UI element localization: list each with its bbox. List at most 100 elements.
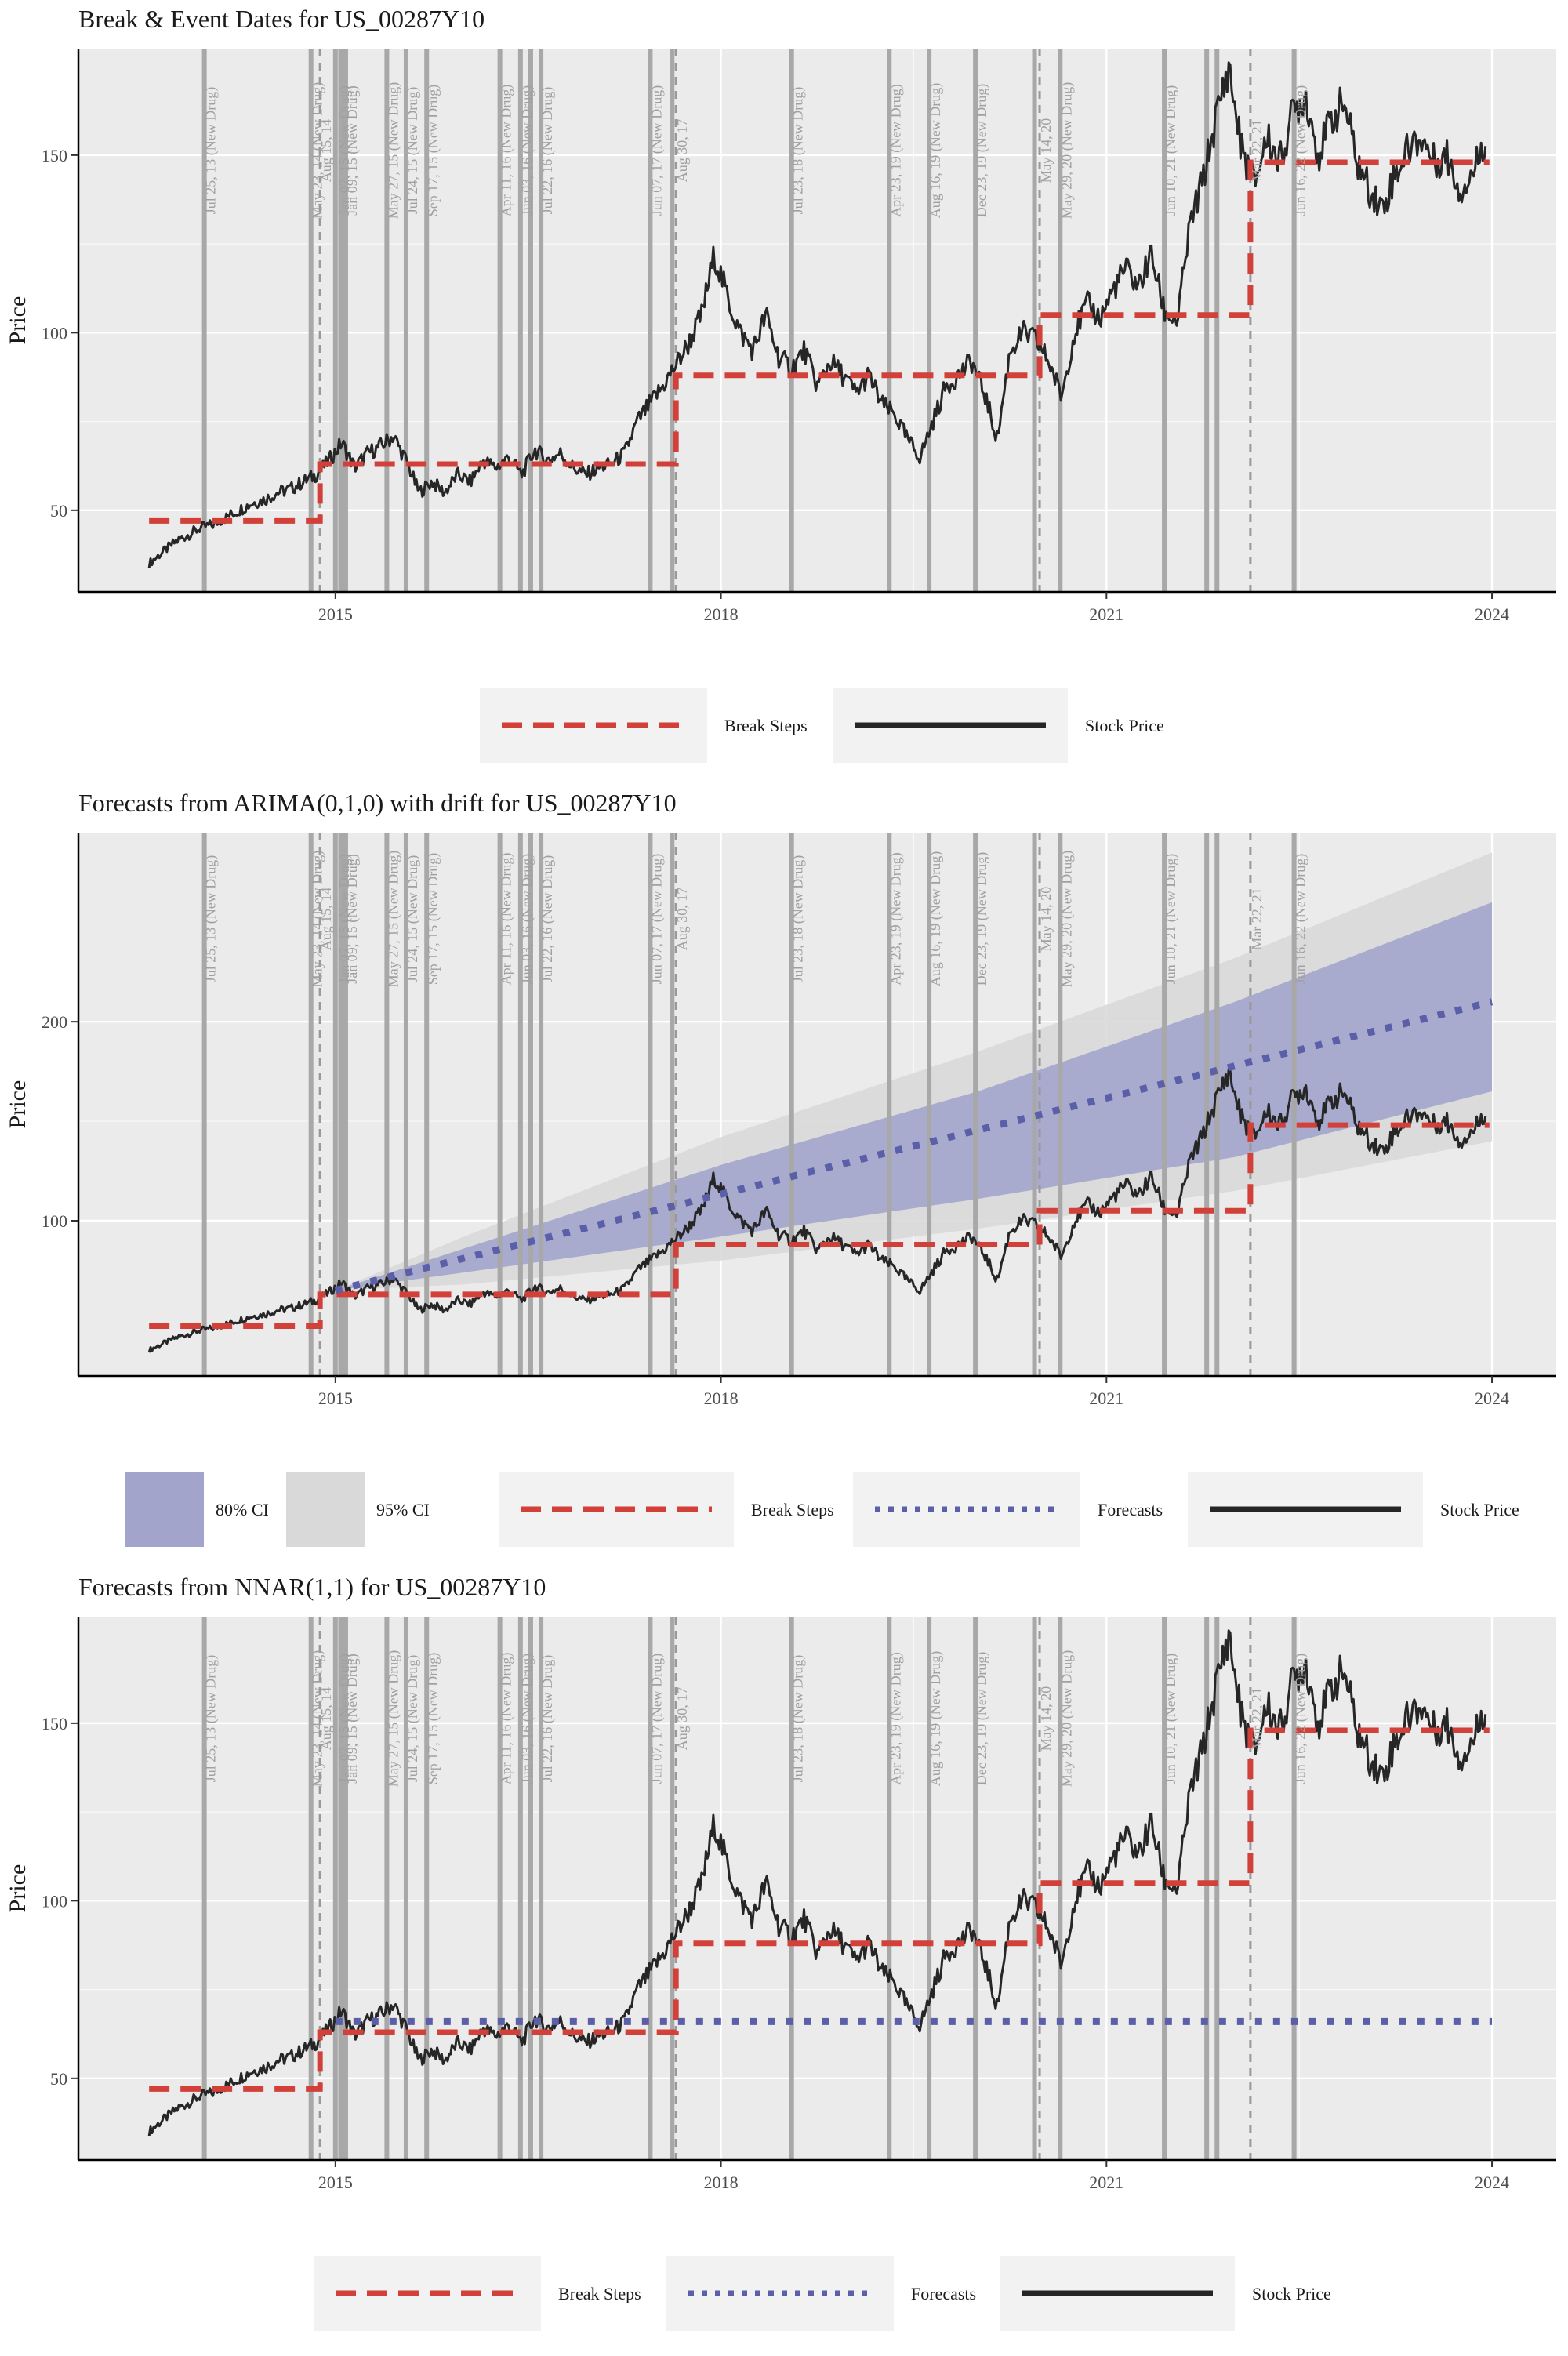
event-label: Jan 07, 15 (New Drug): [336, 85, 353, 215]
break-steps-line: [149, 1122, 1490, 1330]
x-tick-label: 2015: [318, 604, 353, 624]
event-label: May 23, 14 (New Drug): [310, 82, 326, 219]
event-label: Mar 22, 21: [1249, 119, 1265, 182]
x-tick-label: 2018: [704, 1389, 739, 1408]
event-label: Sep 17, 15 (New Drug): [425, 85, 441, 216]
event-label: Jan 07, 15 (New Drug): [336, 1654, 353, 1783]
legend-key-bg: [666, 2256, 894, 2331]
event-label: Apr 11, 16 (New Drug): [499, 1653, 515, 1785]
y-tick-label: 150: [42, 146, 67, 165]
event-label: Jul 25, 13 (New Drug): [203, 87, 220, 214]
legend-label-forecast: Forecasts: [1098, 1500, 1163, 1519]
event-label: Dec 23, 19 (New Drug): [974, 84, 990, 217]
break-steps-line: [149, 159, 1490, 524]
event-label: Jun 03, 16 (New Drug): [519, 85, 535, 216]
event-label: Jun 03, 16 (New Drug): [519, 1654, 535, 1784]
event-label: Jun 07, 17 (New Drug): [648, 854, 665, 984]
legend-label-ci95: 95% CI: [376, 1500, 430, 1519]
y-tick-label: 100: [42, 1891, 67, 1911]
chart-panel-1: Break & Event Dates for US_00287Y10 Jul 2…: [5, 5, 1556, 763]
y-tick-label: 50: [50, 501, 67, 521]
event-label: Jan 07, 15 (New Drug): [336, 854, 353, 983]
event-label: Jun 16, 22 (New Drug): [1293, 1654, 1309, 1784]
event-label: May 23, 14 (New Drug): [310, 1650, 326, 1787]
event-label: Aug 16, 19 (New Drug): [927, 83, 944, 218]
legend: 80% CI 95% CI Break Steps Forecasts Stock Pr…: [125, 1472, 1519, 1547]
event-label: Aug 16, 19 (New Drug): [927, 1651, 944, 1786]
y-tick-label: 200: [42, 1012, 67, 1032]
plot-area: [147, 833, 1494, 1376]
event-label: Jun 16, 22 (New Drug): [1293, 854, 1309, 984]
event-label: Apr 23, 19 (New Drug): [887, 1652, 904, 1784]
event-label: May 27, 15 (New Drug): [385, 1650, 401, 1787]
event-label: Aug 30, 17: [674, 119, 690, 183]
event-label: Jul 23, 18 (New Drug): [790, 855, 807, 982]
legend-label-forecast: Forecasts: [911, 2284, 976, 2303]
event-label: Jul 24, 15 (New Drug): [405, 855, 421, 982]
plot-background: [78, 49, 1556, 592]
event-label: May 27, 15 (New Drug): [385, 82, 401, 219]
plot-background: [78, 1617, 1556, 2160]
event-label: Dec 23, 19 (New Drug): [974, 852, 990, 986]
y-axis-label: Price: [5, 296, 31, 345]
y-axis-label: Price: [5, 1864, 31, 1913]
event-label: Aug 15, 14: [318, 119, 334, 183]
forecast-line: [334, 998, 1494, 1294]
event-label: Jun 03, 16 (New Drug): [519, 854, 535, 984]
stock-price-line: [147, 61, 1487, 568]
legend-label-price: Stock Price: [1440, 1500, 1519, 1519]
legend-key-bg: [853, 1472, 1080, 1547]
event-label: May 29, 20 (New Drug): [1058, 1650, 1075, 1787]
x-tick-label: 2024: [1475, 1389, 1509, 1408]
event-label: May 14, 20: [1038, 887, 1054, 952]
event-label: Aug 30, 17: [674, 1687, 690, 1751]
event-label: Apr 23, 19 (New Drug): [887, 852, 904, 985]
stock-price-line: [147, 1629, 1487, 2136]
event-label: Jun 07, 17 (New Drug): [648, 1654, 665, 1784]
chart-title: Forecasts from ARIMA(0,1,0) with drift f…: [78, 789, 677, 817]
y-tick-label: 100: [42, 323, 67, 343]
x-tick-label: 2015: [318, 2173, 353, 2192]
event-label: Jun 07, 17 (New Drug): [648, 85, 665, 216]
legend: Break Steps Forecasts Stock Price: [314, 2256, 1331, 2331]
x-tick-label: 2024: [1475, 604, 1509, 624]
event-label: Jun 10, 21 (New Drug): [1163, 85, 1179, 216]
event-label: Apr 23, 19 (New Drug): [887, 84, 904, 216]
x-tick-label: 2018: [704, 604, 739, 624]
chart-title: Forecasts from NNAR(1,1) for US_00287Y10: [78, 1573, 546, 1601]
event-label: May 27, 15 (New Drug): [385, 851, 401, 987]
event-label: Jun 16, 22 (New Drug): [1293, 85, 1309, 216]
event-label: Mar 22, 21: [1249, 1687, 1265, 1750]
event-label: Jun 10, 21 (New Drug): [1163, 854, 1179, 984]
x-tick-label: 2015: [318, 1389, 353, 1408]
y-tick-label: 50: [50, 2069, 67, 2089]
ci95-band: [335, 852, 1493, 1291]
event-label: Mar 22, 21: [1249, 888, 1265, 950]
legend-label-price: Stock Price: [1085, 716, 1164, 735]
event-label: Aug 30, 17: [674, 888, 690, 951]
event-label: Dec 23, 19 (New Drug): [974, 1652, 990, 1785]
event-label: May 14, 20: [1038, 1686, 1054, 1752]
legend-key-ci95: [286, 1472, 365, 1547]
event-label: May 23, 14 (New Drug): [310, 851, 326, 987]
event-label: Sep 17, 15 (New Drug): [425, 853, 441, 985]
x-tick-label: 2018: [704, 2173, 739, 2192]
event-label: Jul 22, 16 (New Drug): [539, 855, 556, 982]
y-axis-label: Price: [5, 1080, 31, 1129]
chart-title: Break & Event Dates for US_00287Y10: [78, 5, 485, 33]
legend-label-break: Break Steps: [724, 716, 808, 735]
event-label: Jan 09, 15 (New Drug): [344, 854, 361, 983]
event-label: May 29, 20 (New Drug): [1058, 851, 1075, 987]
ci80-band: [335, 902, 1493, 1291]
break-steps-line: [149, 1727, 1490, 2092]
legend-label-ci80: 80% CI: [216, 1500, 269, 1519]
event-label: Jan 09, 15 (New Drug): [344, 85, 361, 215]
y-tick-label: 100: [42, 1211, 67, 1231]
plot-area: [147, 49, 1490, 592]
legend-label-price: Stock Price: [1252, 2284, 1331, 2303]
event-label: Aug 15, 14: [318, 888, 334, 951]
legend-label-break: Break Steps: [558, 2284, 641, 2303]
event-label: Aug 15, 14: [318, 1687, 334, 1751]
